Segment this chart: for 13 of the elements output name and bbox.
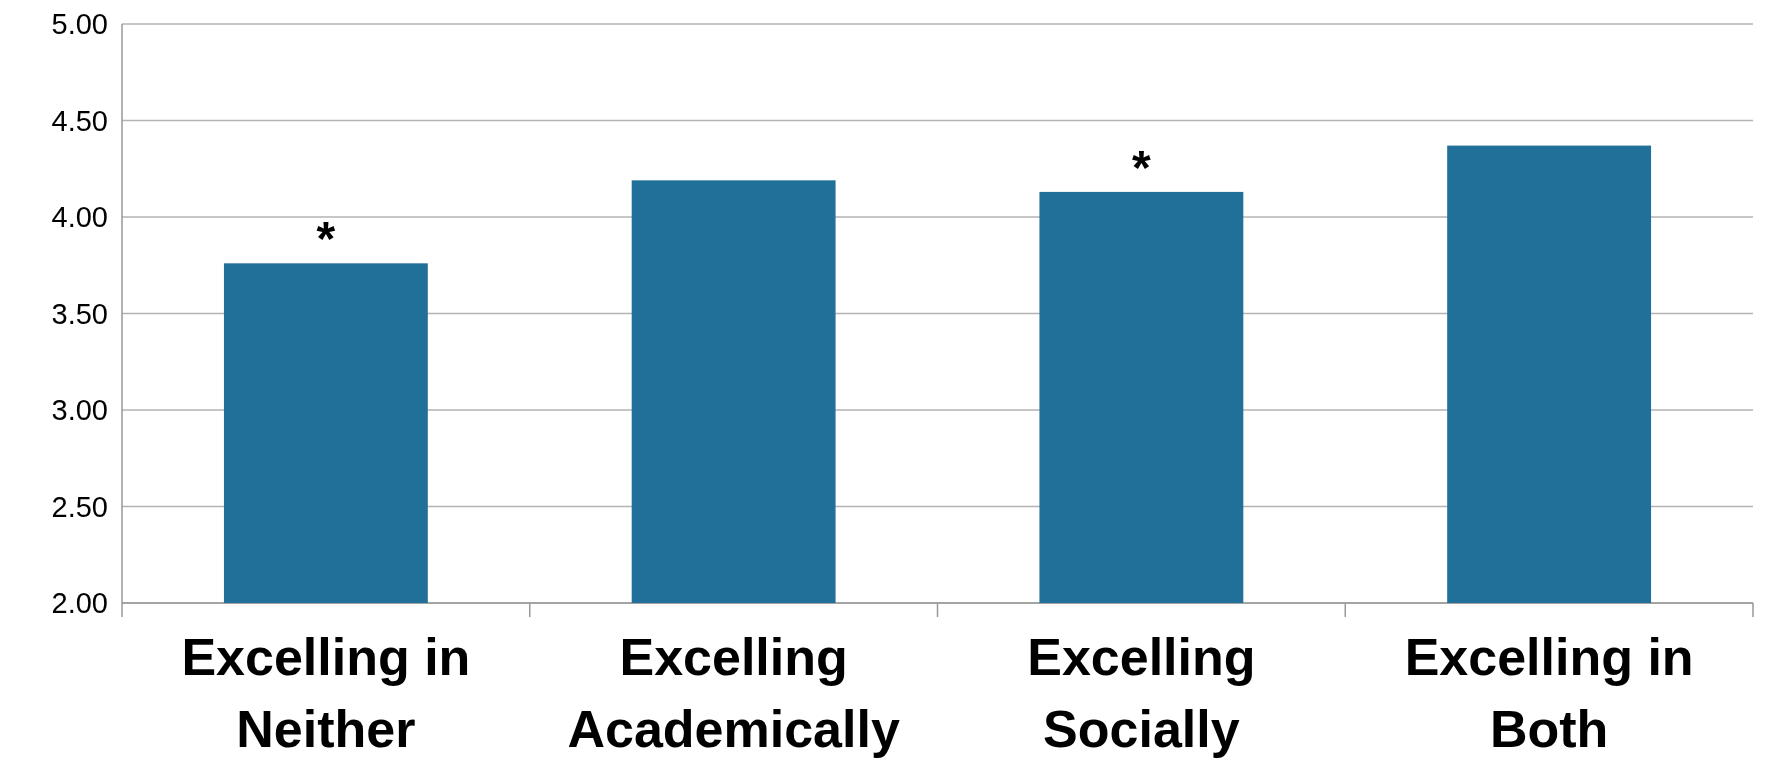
y-tick-label: 4.50 — [51, 104, 108, 137]
x-tick-label: Excelling in Both — [1404, 628, 1694, 758]
x-tick-label: Excelling Academically — [567, 628, 900, 758]
x-tick-label: Excelling in Neither — [181, 628, 471, 758]
y-tick-label: 2.50 — [51, 490, 108, 523]
y-tick-label: 3.50 — [51, 297, 108, 330]
y-tick-label: 4.00 — [51, 201, 108, 234]
y-tick-label: 3.00 — [51, 394, 108, 427]
annotation: * — [1132, 140, 1152, 194]
y-tick-label: 5.00 — [51, 8, 108, 41]
annotation: * — [316, 212, 336, 266]
y-tick-label: 2.00 — [51, 587, 108, 620]
x-tick-label: Excelling Socially — [1027, 628, 1256, 758]
